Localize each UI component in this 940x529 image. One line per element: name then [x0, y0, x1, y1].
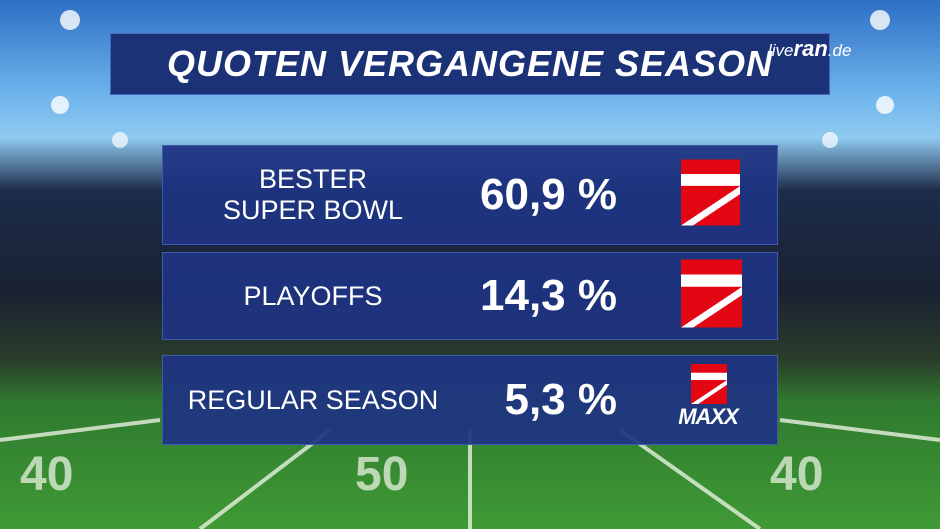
row-label: PLAYOFFS	[163, 253, 463, 339]
svg-text:40: 40	[20, 448, 73, 501]
channel-logo	[691, 364, 727, 409]
brand-suffix: .de	[827, 41, 852, 60]
brand-logo: liveran.de	[768, 36, 851, 62]
table-row: REGULAR SEASON 5,3 % MAXX	[162, 355, 778, 445]
channel-logo	[681, 259, 743, 333]
label-line: SUPER BOWL	[222, 195, 404, 225]
label-line: BESTER	[258, 164, 368, 194]
label-line: PLAYOFFS	[243, 280, 383, 311]
brand-prefix: live	[768, 41, 794, 60]
brand-name: ran	[793, 36, 828, 61]
rating-value: 5,3 %	[504, 375, 617, 424]
channel-logo	[681, 159, 741, 231]
rating-value: 14,3 %	[480, 271, 617, 320]
row-label: BESTER SUPER BOWL	[163, 146, 463, 244]
channel-logo-text: MAXX	[678, 404, 739, 429]
row-label: REGULAR SEASON	[163, 356, 463, 444]
rating-value: 60,9 %	[480, 170, 617, 219]
svg-text:50: 50	[355, 448, 408, 501]
label-line: REGULAR SEASON	[187, 384, 439, 415]
title: QUOTEN VERGANGENE SEASON	[110, 33, 830, 95]
table-row: BESTER SUPER BOWL 60,9 %	[162, 145, 778, 245]
table-row: PLAYOFFS 14,3 %	[162, 252, 778, 340]
svg-text:40: 40	[770, 448, 823, 501]
